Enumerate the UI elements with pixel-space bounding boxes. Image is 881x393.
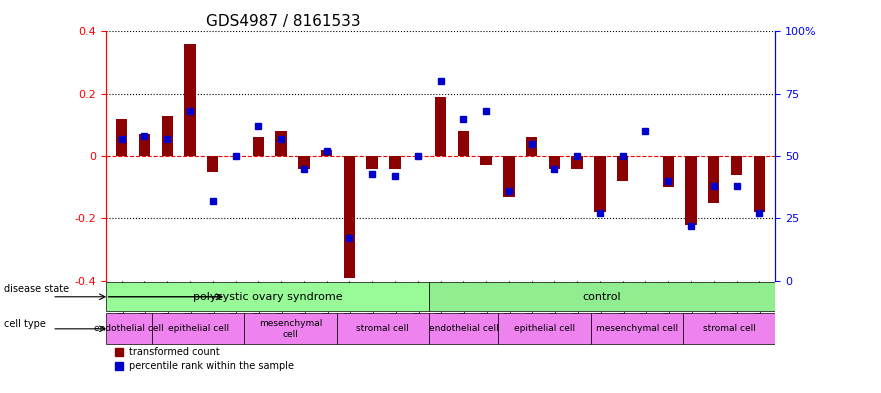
Text: control: control [583,292,621,302]
Bar [753,156,765,212]
FancyBboxPatch shape [590,314,683,344]
Text: polycystic ovary syndrome: polycystic ovary syndrome [193,292,342,302]
Bar [321,150,332,156]
FancyBboxPatch shape [337,314,429,344]
FancyBboxPatch shape [244,314,337,344]
Bar [480,156,492,165]
FancyBboxPatch shape [683,314,775,344]
Bar [435,97,446,156]
Text: disease state: disease state [4,284,70,294]
Bar [685,156,697,225]
Bar [366,156,378,169]
Text: endothelial cell: endothelial cell [429,324,499,333]
Text: stromal cell: stromal cell [703,324,756,333]
Bar [138,134,150,156]
Bar [344,156,355,277]
Bar [276,131,287,156]
Bar [457,131,469,156]
Text: epithelial cell: epithelial cell [167,324,229,333]
Text: cell type: cell type [4,319,47,329]
Bar [731,156,743,175]
FancyBboxPatch shape [152,314,244,344]
Bar [663,156,674,187]
Bar [184,44,196,156]
FancyBboxPatch shape [429,282,775,311]
Bar [594,156,605,212]
Text: endothelial cell: endothelial cell [94,324,164,333]
FancyBboxPatch shape [429,314,499,344]
Bar [572,156,583,169]
Text: epithelial cell: epithelial cell [514,324,575,333]
Bar [526,138,537,156]
Text: mesenchymal cell: mesenchymal cell [596,324,677,333]
Bar [116,119,128,156]
Text: transformed count: transformed count [130,347,220,357]
FancyBboxPatch shape [499,314,590,344]
Bar [503,156,515,196]
FancyBboxPatch shape [106,314,152,344]
Bar [389,156,401,169]
Text: stromal cell: stromal cell [356,324,409,333]
Bar [549,156,560,169]
Text: percentile rank within the sample: percentile rank within the sample [130,361,294,371]
Text: mesenchymal
cell: mesenchymal cell [259,319,322,338]
Bar [161,116,173,156]
Text: GDS4987 / 8161533: GDS4987 / 8161533 [206,14,361,29]
Bar [617,156,628,181]
Bar [207,156,218,172]
Bar [298,156,309,169]
Bar [253,138,264,156]
Bar [708,156,720,203]
FancyBboxPatch shape [106,282,429,311]
